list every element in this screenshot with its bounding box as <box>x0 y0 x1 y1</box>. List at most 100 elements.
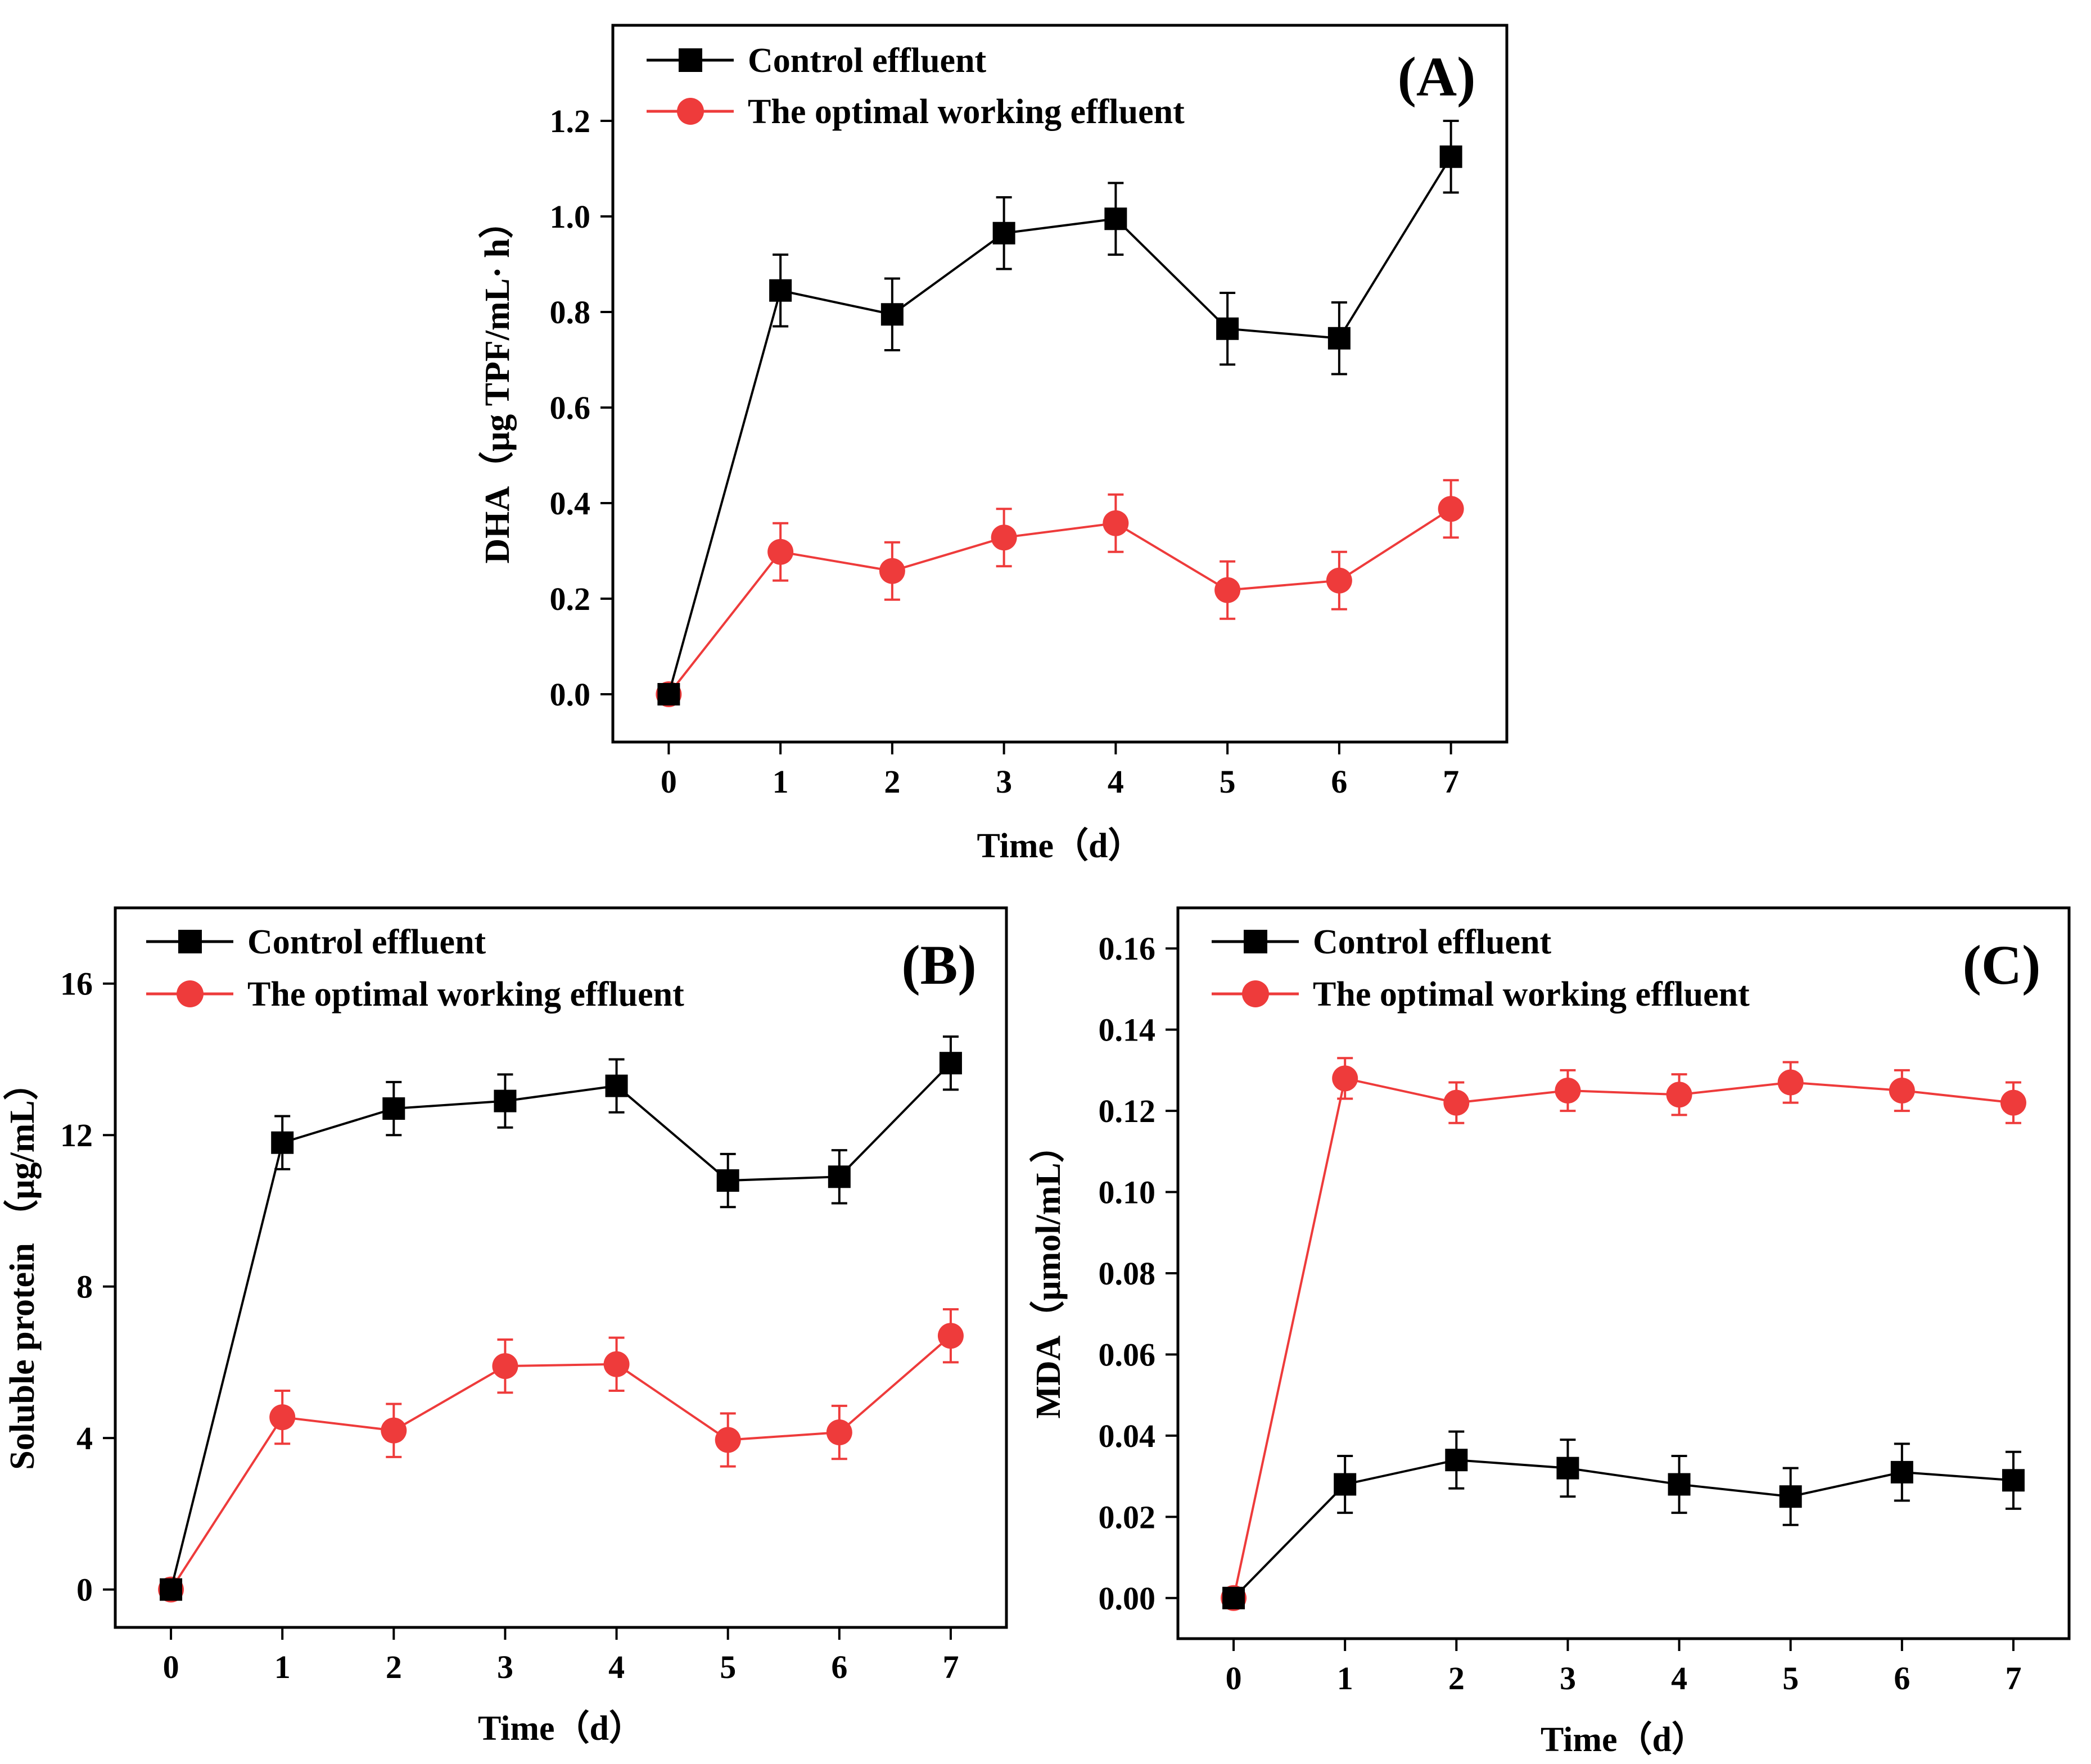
plot-frame <box>114 906 1008 1629</box>
data-point-circle <box>767 539 794 565</box>
x-tick-label: 0 <box>163 1649 179 1685</box>
y-tick-label: 0.10 <box>1099 1174 1156 1211</box>
x-axis-title: Time（d） <box>977 826 1142 865</box>
data-point-circle <box>1326 567 1352 594</box>
data-point-circle <box>991 524 1017 551</box>
x-tick-label: 6 <box>1894 1660 1910 1697</box>
data-point-circle <box>1214 577 1241 603</box>
legend-marker-circle <box>1242 980 1269 1007</box>
data-point-square <box>716 1169 739 1192</box>
series-optimal <box>656 479 1464 707</box>
data-point-circle <box>492 1353 518 1379</box>
data-point-square <box>992 221 1015 245</box>
data-point-circle <box>879 558 905 584</box>
panel-label: (A) <box>1398 46 1476 108</box>
data-point-square <box>657 683 680 705</box>
x-tick-label: 1 <box>773 763 789 800</box>
legend-label: Control effluent <box>1313 923 1552 961</box>
x-tick-label: 6 <box>831 1649 847 1685</box>
y-tick-label: 4 <box>76 1420 93 1457</box>
x-tick-label: 2 <box>884 763 900 800</box>
data-point-square <box>1222 1586 1245 1609</box>
data-point-circle <box>1889 1078 1915 1103</box>
legend: Control effluent The optimal working effl… <box>647 42 1185 131</box>
data-point-square <box>769 279 792 302</box>
data-point-circle <box>1438 496 1464 522</box>
data-point-square <box>1104 207 1127 230</box>
y-tick-label: 1.2 <box>550 103 591 139</box>
data-point-circle <box>603 1351 630 1377</box>
legend-label: The optimal working effluent <box>1313 975 1750 1014</box>
series-control <box>1222 1430 2025 1609</box>
data-point-circle <box>269 1404 296 1431</box>
x-axis-title: Time（d） <box>478 1708 644 1748</box>
data-point-square <box>1439 145 1462 168</box>
series-control <box>657 120 1462 705</box>
x-tick-label: 1 <box>274 1649 291 1685</box>
y-tick-label: 0.8 <box>550 294 591 331</box>
legend: Control effluent The optimal working effl… <box>146 923 684 1014</box>
data-point-circle <box>1666 1082 1692 1108</box>
legend-label: Control effluent <box>748 42 987 80</box>
data-point-square <box>271 1131 294 1154</box>
y-tick-label: 0.04 <box>1099 1418 1156 1454</box>
data-point-circle <box>1443 1089 1470 1116</box>
data-point-square <box>828 1165 851 1188</box>
data-point-square <box>1216 317 1239 340</box>
data-point-circle <box>1777 1069 1804 1096</box>
x-tick-label: 4 <box>608 1649 625 1685</box>
y-tick-label: 0.12 <box>1099 1093 1156 1129</box>
y-axis-title: MDA（μmol/mL） <box>1028 1128 1068 1418</box>
y-tick-label: 0.00 <box>1099 1580 1156 1617</box>
x-tick-label: 5 <box>1220 763 1236 800</box>
legend-marker-square <box>679 48 702 72</box>
y-tick-label: 12 <box>60 1117 93 1154</box>
x-tick-label: 2 <box>1448 1660 1465 1697</box>
data-point-square <box>1445 1449 1468 1472</box>
data-point-square <box>1556 1457 1579 1480</box>
x-tick-label: 0 <box>661 763 677 800</box>
x-tick-label: 7 <box>942 1649 959 1685</box>
panel-label: (C) <box>1963 934 2041 996</box>
x-tick-label: 1 <box>1337 1660 1353 1697</box>
x-tick-label: 3 <box>497 1649 513 1685</box>
x-tick-label: 7 <box>1443 763 1459 800</box>
data-point-circle <box>381 1417 407 1444</box>
data-point-square <box>382 1097 405 1120</box>
y-tick-label: 0.2 <box>550 581 591 617</box>
data-point-circle <box>937 1323 964 1349</box>
plot-frame <box>611 24 1509 744</box>
series-line <box>170 1335 952 1590</box>
data-point-circle <box>826 1419 852 1446</box>
data-point-circle <box>1555 1078 1581 1103</box>
panel-c: 0 1 2 3 4 5 6 7 0.00 0.02 0.04 0.06 0.08 0.10 0.12 0.14… <box>1028 906 2071 1759</box>
legend-label: The optimal working effluent <box>247 975 684 1014</box>
x-tick-label: 7 <box>2005 1660 2021 1697</box>
series-line <box>667 156 1452 695</box>
x-tick-label: 6 <box>1331 763 1347 800</box>
legend-marker-circle <box>677 98 704 125</box>
series-control <box>160 1035 962 1601</box>
series-line <box>1232 1077 2014 1599</box>
legend: Control effluent The optimal working effl… <box>1212 923 1750 1014</box>
data-point-square <box>160 1578 183 1601</box>
y-axis-title: Soluble protein （μg/mL） <box>2 1065 42 1470</box>
data-point-circle <box>1332 1065 1358 1092</box>
legend-label: The optimal working effluent <box>748 93 1185 131</box>
series-line <box>170 1062 952 1590</box>
y-tick-label: 0.02 <box>1099 1499 1156 1535</box>
y-tick-label: 0 <box>76 1572 93 1608</box>
y-tick-label: 0.0 <box>550 676 591 713</box>
data-point-square <box>494 1089 517 1112</box>
y-tick-label: 0.4 <box>550 485 591 522</box>
data-point-circle <box>2000 1089 2026 1116</box>
x-tick-label: 5 <box>1782 1660 1799 1697</box>
data-point-circle <box>1103 510 1129 536</box>
legend-marker-circle <box>177 980 204 1007</box>
x-tick-label: 3 <box>1560 1660 1576 1697</box>
data-point-circle <box>715 1427 741 1453</box>
y-tick-label: 16 <box>60 966 93 1002</box>
data-point-square <box>1334 1473 1357 1496</box>
data-point-square <box>1779 1485 1802 1508</box>
